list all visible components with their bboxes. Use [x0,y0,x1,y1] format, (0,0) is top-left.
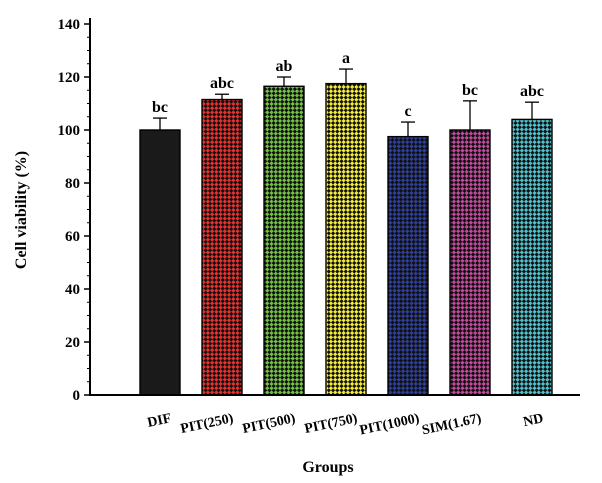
error-bar [463,100,477,130]
x-tick-labels: DIF PIT(250) PIT(500) PIT(750) PIT(1000) SIM(… [146,411,545,438]
bar-dif [140,130,180,395]
x-axis-title: Groups [302,459,353,476]
bar-pit-250 [202,99,242,396]
bars-layer [139,82,553,396]
y-tick-label: 0 [73,388,81,404]
error-bar [277,76,291,87]
significance-label: abc [210,75,234,92]
bar-pit-750 [326,83,366,395]
error-bar [401,121,415,137]
significance-label: bc [152,99,168,116]
error-bar [215,93,229,100]
bar-pit-500 [264,86,304,396]
error-bar [525,101,539,120]
bar-sim-1-67 [450,130,490,395]
y-tick-label: 20 [65,335,80,351]
error-bars-layer [153,68,539,137]
y-tick-label: 80 [65,176,80,192]
x-tick-label: SIM(1.67) [421,411,483,438]
y-ticks: 0 20 40 60 80 100 120 140 [58,17,90,404]
x-tick-label: PIT(750) [303,411,359,437]
x-tick-label: ND [522,411,545,430]
error-bar [339,68,353,84]
x-tick-label: DIF [146,411,173,431]
x-tick-label: PIT(1000) [358,411,421,438]
y-tick-label: 100 [58,123,81,139]
y-tick-label: 40 [65,282,80,298]
significance-label: ab [276,58,293,75]
bar-nd [512,119,552,396]
y-tick-label: 140 [58,17,81,33]
error-bar [153,117,167,130]
y-tick-label: 120 [58,70,81,86]
bar-pit-1000 [388,136,428,395]
significance-label: c [404,103,411,120]
x-tick-label: PIT(500) [241,411,297,437]
significance-label: a [342,50,350,67]
significance-label: abc [520,83,544,100]
significance-labels-layer: bc abc ab a c bc abc [152,50,544,120]
axes [89,18,580,396]
significance-label: bc [462,82,478,99]
y-tick-label: 60 [65,229,80,245]
x-tick-label: PIT(250) [179,411,235,437]
y-axis-title: Cell viability (%) [13,151,30,269]
